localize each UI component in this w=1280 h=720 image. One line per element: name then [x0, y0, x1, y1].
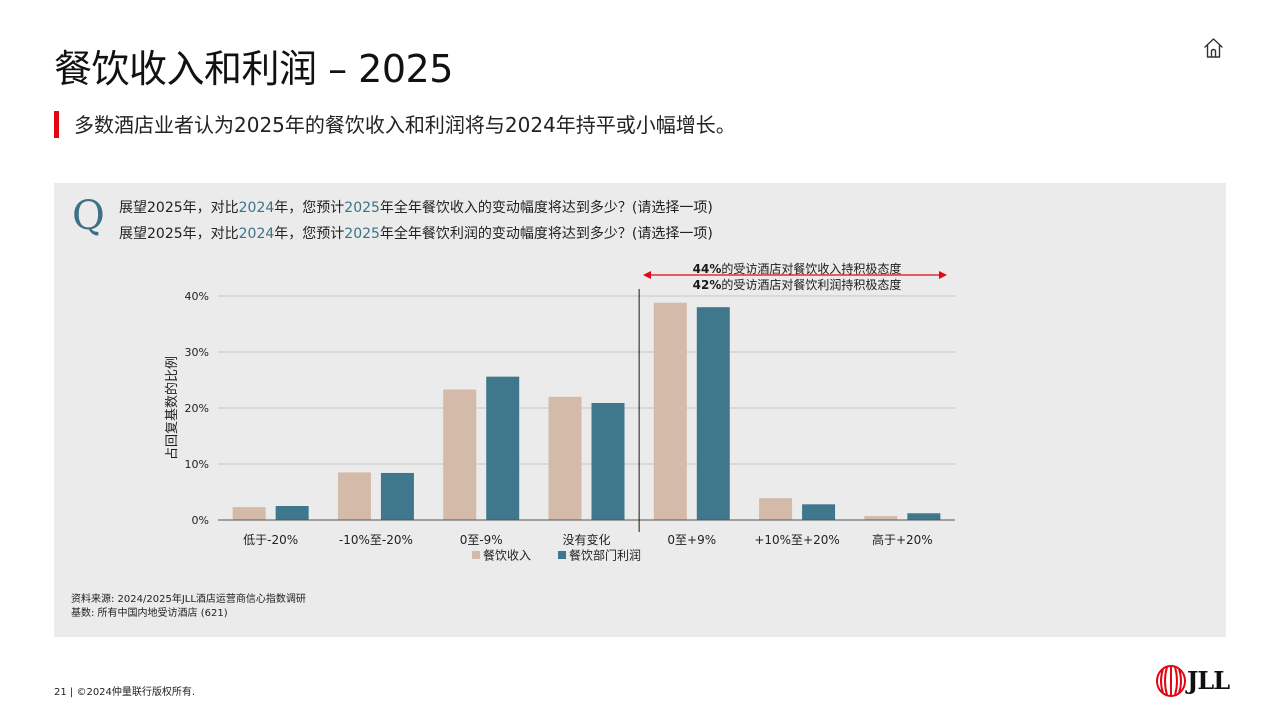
question-text: 年全年餐饮利润的变动幅度将达到多少？(请选择一项) — [379, 226, 713, 242]
source-line: 资料来源: 2024/2025年JLL酒店运营商信心指数调研 — [71, 594, 306, 605]
bar — [232, 507, 266, 520]
arrow-head-left — [643, 271, 651, 279]
jll-logo-icon — [1156, 665, 1186, 697]
home-icon[interactable] — [1203, 37, 1224, 59]
bar — [907, 513, 941, 520]
question-line-revenue: 展望2025年，对比2024年，您预计2025年全年餐饮收入的变动幅度将达到多少… — [119, 197, 713, 217]
survey-panel — [54, 183, 1226, 637]
x-tick-label: 没有变化 — [562, 532, 610, 547]
legend-label: 餐饮收入 — [483, 548, 531, 563]
y-axis-title: 占回复基数的比例 — [164, 356, 180, 460]
annotation-label: 的受访酒店对餐饮收入持积极态度 — [721, 261, 901, 276]
legend-swatch — [472, 551, 480, 559]
question-text: 年，您预计 — [274, 226, 345, 242]
question-icon: Q — [72, 193, 105, 239]
question-year-highlight: 2025 — [344, 200, 380, 216]
legend-label: 餐饮部门利润 — [569, 548, 641, 563]
y-tick-label: 30% — [185, 346, 209, 359]
bar — [380, 472, 414, 520]
question-text: 年，您预计 — [274, 200, 345, 216]
question-text: 展望2025年，对比 — [119, 226, 239, 242]
bar — [443, 389, 477, 520]
annotation-percent: 44% — [693, 262, 722, 276]
bar — [696, 307, 730, 520]
page-subtitle: 多数酒店业者认为2025年的餐饮收入和利润将与2024年持平或小幅增长。 — [74, 113, 736, 137]
y-tick-label: 0% — [192, 514, 209, 527]
footer-copyright: 21 | ©2024仲量联行版权所有. — [54, 687, 196, 698]
annotation-label: 的受访酒店对餐饮利润持积极态度 — [721, 277, 901, 292]
question-text: 展望2025年，对比 — [119, 200, 239, 216]
logo-text: JLL — [1187, 666, 1230, 695]
bar — [653, 302, 687, 520]
bar — [759, 498, 793, 520]
question-year-highlight: 2024 — [238, 226, 275, 242]
base-line: 基数: 所有中国内地受访酒店 (621) — [71, 608, 228, 619]
x-tick-label: 低于-20% — [243, 533, 298, 547]
bar — [591, 402, 625, 520]
bar — [864, 516, 898, 520]
arrow-head-right — [939, 271, 947, 279]
bar — [275, 506, 309, 520]
question-year-highlight: 2025 — [344, 226, 380, 242]
y-tick-label: 40% — [185, 290, 209, 303]
x-tick-label: 0至+9% — [667, 533, 716, 547]
question-line-profit: 展望2025年，对比2024年，您预计2025年全年餐饮利润的变动幅度将达到多少… — [119, 223, 713, 243]
bar — [486, 376, 520, 520]
x-tick-label: +10%至+20% — [754, 533, 839, 547]
page-title: 餐饮收入和利润 – 2025 — [54, 47, 453, 91]
bar — [802, 504, 836, 520]
legend-swatch — [558, 551, 566, 559]
annotation-percent: 42% — [693, 278, 722, 292]
source-note: 资料来源: 2024/2025年JLL酒店运营商信心指数调研 基数: 所有中国内… — [71, 593, 306, 621]
x-tick-label: -10%至-20% — [339, 533, 413, 547]
annotation-text: 44%的受访酒店对餐饮收入持积极态度 — [693, 261, 902, 276]
question-year-highlight: 2024 — [238, 200, 275, 216]
y-tick-label: 10% — [185, 458, 209, 471]
x-tick-label: 高于+20% — [872, 532, 933, 547]
y-tick-label: 20% — [185, 402, 209, 415]
subtitle-accent-bar — [54, 111, 59, 138]
bar — [548, 396, 582, 520]
question-text: 年全年餐饮收入的变动幅度将达到多少？(请选择一项) — [379, 200, 713, 216]
bar — [337, 472, 371, 520]
x-tick-label: 0至-9% — [460, 533, 503, 547]
annotation-text: 42%的受访酒店对餐饮利润持积极态度 — [693, 277, 902, 292]
